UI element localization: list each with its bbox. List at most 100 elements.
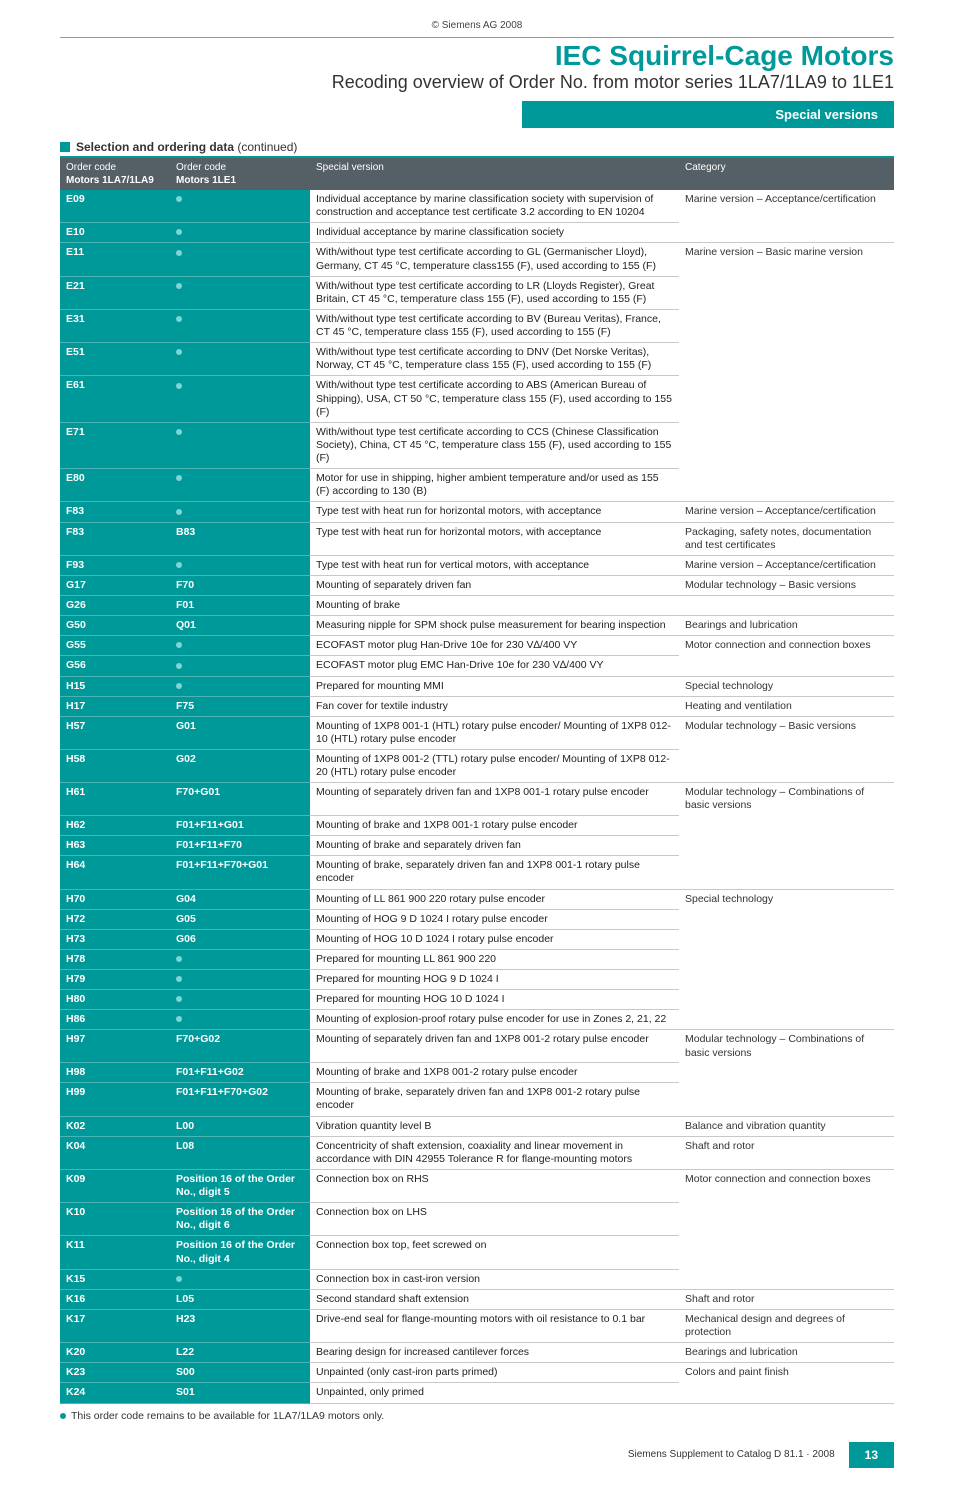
category-text: Mechanical design and degrees of protect… (679, 1309, 894, 1342)
order-code-1la7: K16 (60, 1289, 170, 1309)
table-row: H63F01+F11+F70Mounting of brake and sepa… (60, 836, 894, 856)
category-text: Shaft and rotor (679, 1289, 894, 1309)
category-text (679, 1383, 894, 1403)
order-code-1le1 (170, 636, 310, 656)
table-row: E61With/without type test certificate ac… (60, 376, 894, 422)
special-version-desc: Fan cover for textile industry (310, 696, 679, 716)
special-version-desc: With/without type test certificate accor… (310, 309, 679, 342)
footnote-text: This order code remains to be available … (71, 1410, 384, 1422)
category-text (679, 929, 894, 949)
dot-icon (176, 683, 182, 689)
footnote: This order code remains to be available … (60, 1410, 894, 1422)
col-motors-1la7: Motors 1LA7/1LA9 (60, 175, 170, 190)
order-code-1le1: G01 (170, 716, 310, 749)
order-code-1le1: B83 (170, 522, 310, 555)
col-category: Category (679, 158, 894, 175)
dot-icon (176, 642, 182, 648)
order-code-1la7: G26 (60, 596, 170, 616)
table-row: K15Connection box in cast-iron version (60, 1269, 894, 1289)
category-text (679, 309, 894, 342)
special-version-desc: Mounting of separately driven fan and 1X… (310, 783, 679, 816)
col-order-code-2: Order code (170, 158, 310, 175)
category-text (679, 1063, 894, 1083)
category-text: Marine version – Acceptance/certificatio… (679, 555, 894, 575)
order-code-1le1 (170, 555, 310, 575)
table-row: H57G01Mounting of 1XP8 001-1 (HTL) rotar… (60, 716, 894, 749)
col-special-version: Special version (310, 158, 679, 175)
order-code-1le1: F70+G01 (170, 783, 310, 816)
special-version-desc: Individual acceptance by marine classifi… (310, 223, 679, 243)
category-text: Packaging, safety notes, documentation a… (679, 522, 894, 555)
order-code-1le1 (170, 656, 310, 676)
special-version-desc: Mounting of 1XP8 001-1 (HTL) rotary puls… (310, 716, 679, 749)
table-row: E09Individual acceptance by marine class… (60, 190, 894, 223)
dot-icon (176, 316, 182, 322)
footer-catalog-ref: Siemens Supplement to Catalog D 81.1 · 2… (628, 1449, 835, 1460)
table-row: K16L05Second standard shaft extensionSha… (60, 1289, 894, 1309)
special-version-desc: Type test with heat run for horizontal m… (310, 502, 679, 522)
category-text: Modular technology – Basic versions (679, 716, 894, 749)
table-subheader-row: Motors 1LA7/1LA9 Motors 1LE1 (60, 175, 894, 190)
table-row: K17H23Drive-end seal for flange-mounting… (60, 1309, 894, 1342)
order-code-1la7: E21 (60, 276, 170, 309)
table-row: G17F70Mounting of separately driven fanM… (60, 575, 894, 595)
table-row: F83Type test with heat run for horizonta… (60, 502, 894, 522)
order-code-1le1: F01+F11+F70+G02 (170, 1083, 310, 1116)
dot-icon (176, 196, 182, 202)
table-row: F93Type test with heat run for vertical … (60, 555, 894, 575)
table-row: G50Q01Measuring nipple for SPM shock pul… (60, 616, 894, 636)
category-text (679, 1010, 894, 1030)
order-code-1la7: E11 (60, 243, 170, 276)
table-row: H62F01+F11+G01Mounting of brake and 1XP8… (60, 816, 894, 836)
special-version-desc: With/without type test certificate accor… (310, 343, 679, 376)
special-version-desc: Measuring nipple for SPM shock pulse mea… (310, 616, 679, 636)
dot-icon (176, 250, 182, 256)
category-text (679, 376, 894, 422)
special-version-desc: Vibration quantity level B (310, 1116, 679, 1136)
table-row: H17F75Fan cover for textile industryHeat… (60, 696, 894, 716)
category-text: Shaft and rotor (679, 1136, 894, 1169)
footnote-dot-icon (60, 1413, 66, 1419)
dot-icon (176, 1276, 182, 1282)
special-version-desc: ECOFAST motor plug EMC Han-Drive 10e for… (310, 656, 679, 676)
order-code-1le1: L08 (170, 1136, 310, 1169)
order-code-1le1: L22 (170, 1343, 310, 1363)
special-version-desc: Individual acceptance by marine classifi… (310, 190, 679, 223)
special-version-bar: Special versions (60, 101, 894, 128)
col-order-code-1: Order code (60, 158, 170, 175)
table-row: G56ECOFAST motor plug EMC Han-Drive 10e … (60, 656, 894, 676)
category-text: Marine version – Acceptance/certificatio… (679, 190, 894, 223)
special-version-label: Special versions (522, 101, 894, 128)
special-version-desc: Mounting of separately driven fan and 1X… (310, 1030, 679, 1063)
order-code-1le1: G02 (170, 750, 310, 783)
dot-icon (176, 996, 182, 1002)
order-code-1la7: H98 (60, 1063, 170, 1083)
order-code-1la7: E51 (60, 343, 170, 376)
special-version-desc: Unpainted, only primed (310, 1383, 679, 1403)
dot-icon (176, 976, 182, 982)
table-row: E31With/without type test certificate ac… (60, 309, 894, 342)
dot-icon (176, 283, 182, 289)
col-motors-1le1: Motors 1LE1 (170, 175, 310, 190)
table-row: G55ECOFAST motor plug Han-Drive 10e for … (60, 636, 894, 656)
special-version-desc: Mounting of brake and 1XP8 001-1 rotary … (310, 816, 679, 836)
category-text: Motor connection and connection boxes (679, 636, 894, 656)
order-code-1la7: H73 (60, 929, 170, 949)
special-version-desc: Type test with heat run for vertical mot… (310, 555, 679, 575)
section-heading: Selection and ordering data (continued) (60, 140, 894, 158)
category-text (679, 422, 894, 468)
special-version-desc: With/without type test certificate accor… (310, 276, 679, 309)
special-version-desc: Unpainted (only cast-iron parts primed) (310, 1363, 679, 1383)
order-code-1le1: F70+G02 (170, 1030, 310, 1063)
order-code-1le1: F75 (170, 696, 310, 716)
order-code-1le1: F01+F11+F70 (170, 836, 310, 856)
category-text (679, 856, 894, 889)
special-version-desc: Mounting of explosion-proof rotary pulse… (310, 1010, 679, 1030)
special-version-desc: Mounting of brake (310, 596, 679, 616)
category-text (679, 1269, 894, 1289)
order-code-1la7: K09 (60, 1169, 170, 1202)
special-version-desc: Mounting of LL 861 900 220 rotary pulse … (310, 889, 679, 909)
special-version-desc: Connection box in cast-iron version (310, 1269, 679, 1289)
category-text (679, 970, 894, 990)
category-text: Marine version – Acceptance/certificatio… (679, 502, 894, 522)
